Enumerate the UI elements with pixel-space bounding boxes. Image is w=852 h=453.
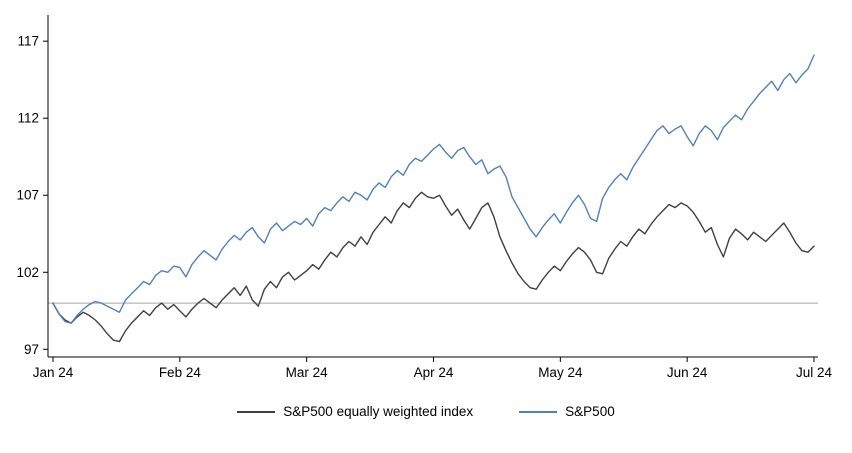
chart-plot-area: 97 102 107 112 117 Jan 24 Feb 24 Mar 24 Apr 24 Ma…: [16, 15, 833, 380]
legend-item-sp500: S&P500: [519, 404, 615, 419]
x-tick-label: Feb 24: [159, 365, 202, 380]
x-tick-label: Jul 24: [796, 365, 833, 380]
series-line-0: [52, 191, 815, 343]
x-tick-label: Jun 24: [667, 365, 708, 380]
x-tick-label: May 24: [538, 365, 583, 380]
chart-legend: S&P500 equally weighted index S&P500: [0, 404, 852, 419]
y-tick-label: 112: [17, 111, 39, 126]
x-tick-label: Mar 24: [286, 365, 329, 380]
sp500-line-swatch: [519, 410, 558, 413]
y-tick-label: 107: [16, 188, 39, 203]
legend-label-sp500: S&P500: [565, 404, 615, 419]
y-tick-label: 102: [16, 265, 39, 280]
equal-weight-line-swatch: [237, 410, 276, 413]
y-tick-label: 97: [24, 342, 39, 357]
y-tick-label: 117: [17, 34, 39, 49]
x-tick-label: Jan 24: [33, 365, 74, 380]
series-line-1: [52, 54, 815, 324]
legend-item-equal-weight: S&P500 equally weighted index: [237, 404, 473, 419]
legend-label-equal-weight: S&P500 equally weighted index: [283, 404, 474, 419]
x-tick-label: Apr 24: [414, 365, 454, 380]
